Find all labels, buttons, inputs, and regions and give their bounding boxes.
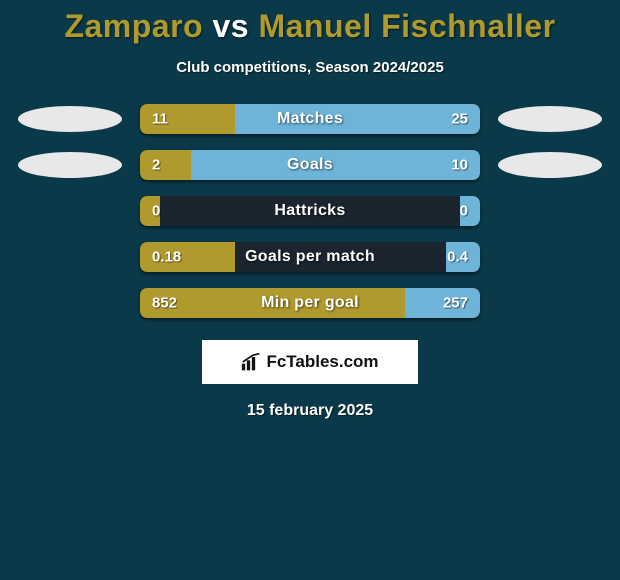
stat-row: 0.180.4Goals per match (0, 242, 620, 272)
spacer (18, 196, 122, 226)
stat-label: Min per goal (140, 294, 480, 312)
player2-avatar (498, 106, 602, 132)
brand-text: FcTables.com (266, 352, 378, 372)
stat-label: Goals per match (140, 248, 480, 266)
spacer (18, 242, 122, 272)
spacer (498, 288, 602, 318)
stat-bar: 210Goals (140, 150, 480, 180)
date-text: 15 february 2025 (0, 402, 620, 420)
player1-avatar (18, 152, 122, 178)
stat-row: 1125Matches (0, 104, 620, 134)
stat-label: Hattricks (140, 202, 480, 220)
stat-label: Goals (140, 156, 480, 174)
player2-name: Manuel Fischnaller (258, 8, 555, 44)
stat-bar: 0.180.4Goals per match (140, 242, 480, 272)
stat-bar: 00Hattricks (140, 196, 480, 226)
player1-name: Zamparo (64, 8, 203, 44)
brand-badge: FcTables.com (202, 340, 418, 384)
comparison-infographic: Zamparo vs Manuel Fischnaller Club compe… (0, 0, 620, 420)
stat-row: 00Hattricks (0, 196, 620, 226)
stats-list: 1125Matches 210Goals 00Hattricks 0.180.4Goa… (0, 104, 620, 318)
stat-row: 210Goals (0, 150, 620, 180)
stat-row: 852257Min per goal (0, 288, 620, 318)
vs-text: vs (212, 8, 249, 44)
chart-icon (241, 353, 261, 371)
stat-bar: 1125Matches (140, 104, 480, 134)
player2-avatar (498, 152, 602, 178)
spacer (18, 288, 122, 318)
page-title: Zamparo vs Manuel Fischnaller (0, 8, 620, 45)
stat-label: Matches (140, 110, 480, 128)
subtitle: Club competitions, Season 2024/2025 (0, 59, 620, 76)
spacer (498, 242, 602, 272)
stat-bar: 852257Min per goal (140, 288, 480, 318)
player1-avatar (18, 106, 122, 132)
spacer (498, 196, 602, 226)
